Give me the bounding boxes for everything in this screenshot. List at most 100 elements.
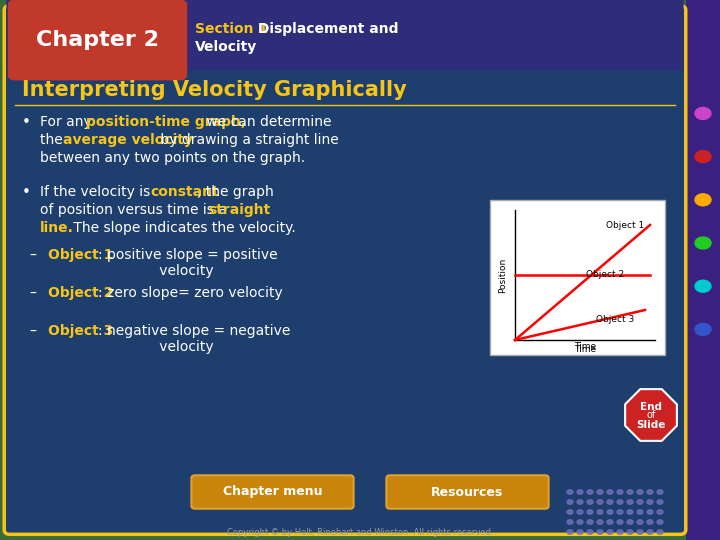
Circle shape [657,530,663,534]
Circle shape [597,510,603,514]
Text: straight: straight [208,203,271,217]
Circle shape [567,519,573,524]
Text: Object 2: Object 2 [48,286,113,300]
Circle shape [695,151,711,163]
Text: If the velocity is: If the velocity is [40,185,155,199]
Text: –: – [30,248,45,262]
Circle shape [617,519,623,524]
Polygon shape [625,389,677,441]
Circle shape [695,237,711,249]
Circle shape [647,500,653,504]
Circle shape [637,510,643,514]
Text: –: – [30,286,45,300]
Circle shape [587,500,593,504]
Text: Chapter 2: Chapter 2 [36,30,159,50]
Text: For any: For any [40,115,96,129]
Text: : negative slope = negative
              velocity: : negative slope = negative velocity [98,324,290,354]
Circle shape [587,490,593,494]
Text: of position versus time is a: of position versus time is a [40,203,231,217]
Circle shape [617,530,623,534]
Circle shape [627,519,633,524]
Circle shape [637,530,643,534]
FancyBboxPatch shape [686,0,720,540]
Circle shape [567,510,573,514]
FancyBboxPatch shape [387,475,549,509]
FancyBboxPatch shape [4,6,685,534]
Circle shape [617,490,623,494]
Text: Copyright © by Holt, Rinehart and Winston. All rights reserved.: Copyright © by Holt, Rinehart and Winsto… [227,528,493,537]
Text: , the graph: , the graph [197,185,274,199]
Circle shape [607,519,613,524]
Circle shape [627,530,633,534]
Circle shape [637,500,643,504]
Text: average velocity: average velocity [63,133,193,147]
Text: of: of [647,410,656,420]
Circle shape [597,490,603,494]
Text: Resources: Resources [431,485,503,498]
Text: the: the [40,133,67,147]
Text: Time: Time [574,345,596,354]
Circle shape [577,510,583,514]
Text: Object 1: Object 1 [606,221,644,230]
Text: Position: Position [498,258,508,293]
Text: line.: line. [40,221,74,235]
FancyBboxPatch shape [192,475,354,509]
Text: Object 3: Object 3 [596,315,634,324]
Text: Object 2: Object 2 [586,270,624,279]
Circle shape [647,530,653,534]
Circle shape [577,490,583,494]
Circle shape [657,519,663,524]
Circle shape [607,530,613,534]
Circle shape [657,490,663,494]
Circle shape [587,519,593,524]
Text: Section 1: Section 1 [195,22,268,36]
Circle shape [607,500,613,504]
FancyBboxPatch shape [6,0,683,71]
Text: Velocity: Velocity [195,40,257,54]
Text: : zero slope= zero velocity: : zero slope= zero velocity [98,286,282,300]
Circle shape [627,490,633,494]
Text: : positive slope = positive
              velocity: : positive slope = positive velocity [98,248,277,278]
Text: Chapter menu: Chapter menu [222,485,323,498]
Circle shape [657,510,663,514]
Circle shape [647,510,653,514]
Text: The slope indicates the velocity.: The slope indicates the velocity. [69,221,296,235]
Circle shape [607,490,613,494]
Text: between any two points on the graph.: between any two points on the graph. [40,151,305,165]
Text: by drawing a straight line: by drawing a straight line [156,133,338,147]
Circle shape [657,500,663,504]
Circle shape [567,530,573,534]
Text: •: • [22,185,31,200]
Circle shape [577,500,583,504]
Text: we can determine: we can determine [202,115,332,129]
Circle shape [627,500,633,504]
Circle shape [637,490,643,494]
Text: Object 3: Object 3 [48,324,113,338]
Circle shape [597,530,603,534]
Circle shape [597,500,603,504]
Text: position-time graph,: position-time graph, [86,115,246,129]
Text: –: – [30,324,45,338]
FancyBboxPatch shape [8,0,187,80]
Circle shape [597,519,603,524]
Text: Time: Time [574,342,596,351]
Text: Slide: Slide [636,420,666,430]
Circle shape [617,500,623,504]
Circle shape [695,280,711,292]
Circle shape [695,323,711,335]
Circle shape [637,519,643,524]
FancyBboxPatch shape [490,200,665,355]
Circle shape [695,194,711,206]
Circle shape [577,519,583,524]
Text: constant: constant [150,185,219,199]
Circle shape [695,107,711,119]
Circle shape [567,490,573,494]
Circle shape [587,510,593,514]
Circle shape [647,490,653,494]
Text: Object 1: Object 1 [48,248,113,262]
Text: Interpreting Velocity Graphically: Interpreting Velocity Graphically [22,80,407,100]
Circle shape [617,510,623,514]
Text: Displacement and: Displacement and [253,22,398,36]
Circle shape [587,530,593,534]
Text: •: • [22,115,31,130]
